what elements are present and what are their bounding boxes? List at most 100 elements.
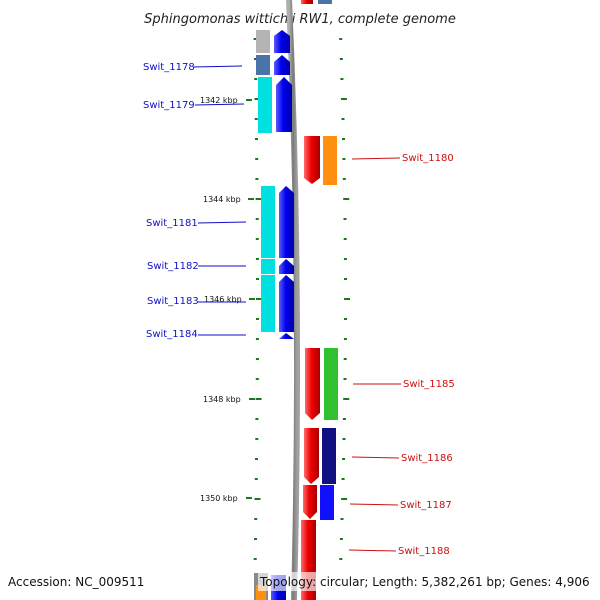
- ruler-tick: [343, 398, 350, 400]
- gene-label-swit-1186[interactable]: Swit_1186: [401, 453, 453, 464]
- gene-arrow: [304, 136, 320, 184]
- kbp-label: 1344 kbp: [203, 195, 241, 204]
- ruler-tick: [255, 398, 262, 400]
- gene-color-box: [256, 55, 270, 75]
- ruler-tick: [340, 78, 344, 80]
- gene-arrow: [274, 30, 290, 53]
- ruler-tick: [256, 318, 259, 320]
- ruler-tick: [340, 518, 344, 520]
- ruler-tick: [255, 418, 259, 420]
- ruler-tick: [254, 498, 261, 500]
- ruler-tick: [339, 58, 343, 60]
- gene-color-box: [261, 275, 275, 332]
- gene-color-box: [261, 259, 275, 274]
- ruler-tick: [342, 458, 346, 460]
- ruler-tick: [255, 438, 259, 440]
- ruler-tick: [342, 138, 345, 140]
- gene-feature-partial: [256, 585, 266, 600]
- ruler-tick: [342, 158, 346, 160]
- gene-label-swit-1182[interactable]: Swit_1182: [147, 261, 199, 272]
- ruler-tick: [255, 238, 259, 240]
- ruler-tick: [255, 378, 259, 380]
- kbp-scale: 1342 kbp 1344 kbp 1346 kbp 1348 kbp 1350…: [200, 96, 255, 503]
- topology-text: Topology: circular; Length: 5,382,261 bp…: [259, 575, 590, 589]
- gene-feature-partial: [318, 0, 332, 4]
- ruler-tick: [255, 458, 258, 460]
- ruler-tick: [344, 318, 347, 320]
- accession-text: Accession: NC_009511: [8, 575, 144, 589]
- gene-arrow: [276, 77, 292, 132]
- gene-arrow: [279, 275, 294, 332]
- ruler-tick: [341, 478, 345, 480]
- ruler-tick: [255, 138, 258, 140]
- ruler-tick: [339, 558, 343, 560]
- ruler-tick: [342, 178, 346, 180]
- ruler-tick: [255, 218, 259, 220]
- ruler-tick: [255, 338, 259, 340]
- gene-label-swit-1188[interactable]: Swit_1188: [398, 546, 450, 557]
- gene-arrow: [303, 485, 317, 519]
- ruler-tick: [339, 38, 343, 40]
- ruler-tick: [344, 298, 350, 300]
- ruler-tick: [254, 538, 257, 540]
- gene-arrow: [279, 186, 294, 258]
- kbp-label: 1348 kbp: [203, 395, 241, 404]
- ruler-ticks: [253, 38, 350, 560]
- gene-arrow: [274, 55, 290, 75]
- ruler-tick: [339, 538, 343, 540]
- gene-arrow: [279, 333, 294, 339]
- gene-color-box: [323, 136, 337, 185]
- gene-arrow: [304, 428, 319, 484]
- ruler-tick: [343, 198, 350, 200]
- gene-label-swit-1178[interactable]: Swit_1178: [143, 62, 195, 73]
- ruler-tick: [254, 118, 258, 120]
- footer-background: [258, 572, 590, 591]
- gene-label-swit-1179[interactable]: Swit_1179: [143, 100, 195, 111]
- gene-color-box: [320, 485, 334, 520]
- ruler-tick: [253, 38, 257, 40]
- ruler-tick: [253, 58, 257, 60]
- gene-color-box: [324, 348, 338, 420]
- kbp-label: 1342 kbp: [200, 96, 238, 105]
- gene-color-box: [322, 428, 336, 484]
- ruler-tick: [254, 98, 261, 100]
- ruler-tick: [343, 258, 347, 260]
- ruler-tick: [343, 238, 347, 240]
- ruler-tick: [255, 198, 262, 200]
- gene-label-swit-1181[interactable]: Swit_1181: [146, 218, 198, 229]
- gene-color-box: [261, 186, 275, 258]
- gene-label-swit-1184[interactable]: Swit_1184: [146, 329, 198, 340]
- gene-labels: Swit_1178 Swit_1179 Swit_1180 Swit_1181 …: [143, 62, 455, 557]
- gene-color-box: [258, 77, 272, 133]
- ruler-tick: [340, 98, 347, 100]
- gene-tracks: [254, 0, 338, 600]
- genome-backbone: [286, 0, 301, 600]
- ruler-tick: [342, 418, 346, 420]
- ruler-tick: [343, 358, 347, 360]
- ruler-tick: [254, 518, 258, 520]
- kbp-label: 1350 kbp: [200, 494, 238, 503]
- ruler-tick: [253, 558, 257, 560]
- gene-color-box: [256, 30, 270, 53]
- ruler-tick: [343, 218, 347, 220]
- ruler-tick: [342, 438, 346, 440]
- gene-arrow: [279, 259, 294, 274]
- ruler-tick: [254, 78, 258, 80]
- ruler-tick: [343, 338, 347, 340]
- map-title: Sphingomonas wittichii RW1, complete gen…: [144, 12, 456, 27]
- gene-label-swit-1183[interactable]: Swit_1183: [147, 296, 199, 307]
- ruler-tick: [256, 298, 262, 300]
- ruler-tick: [256, 278, 259, 280]
- ruler-tick: [255, 258, 259, 260]
- ruler-tick: [254, 478, 258, 480]
- ruler-tick: [341, 118, 345, 120]
- ruler-tick: [343, 378, 347, 380]
- gene-label-swit-1180[interactable]: Swit_1180: [402, 153, 454, 164]
- ruler-tick: [255, 158, 259, 160]
- ruler-tick: [255, 358, 259, 360]
- gene-feature-partial: [301, 0, 313, 4]
- ruler-tick: [255, 178, 259, 180]
- gene-label-swit-1185[interactable]: Swit_1185: [403, 379, 455, 390]
- gene-label-swit-1187[interactable]: Swit_1187: [400, 500, 452, 511]
